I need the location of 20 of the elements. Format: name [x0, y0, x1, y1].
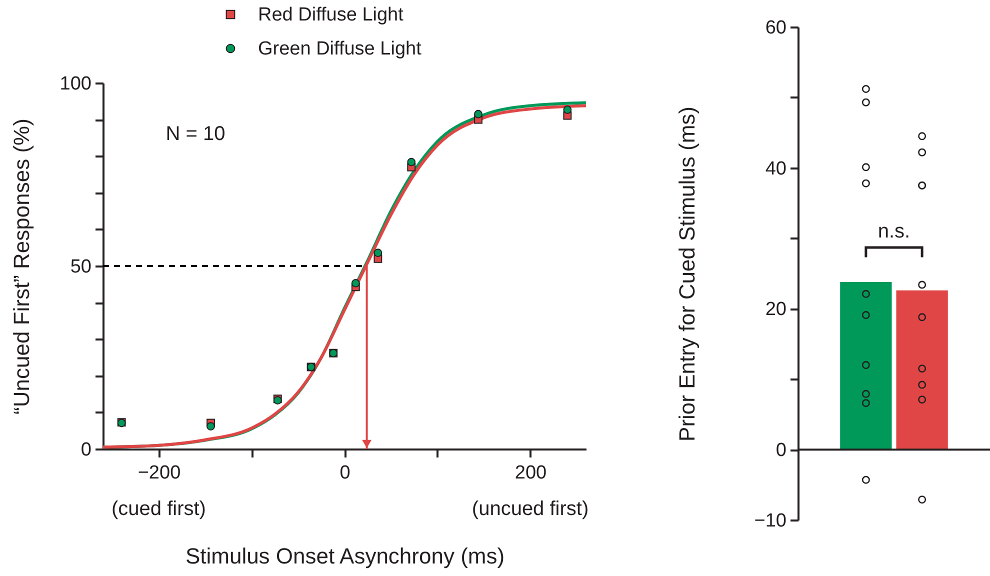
- text: (uncued first): [472, 498, 589, 520]
- x-tick-label: −200: [138, 462, 181, 484]
- x-tick-label: 0: [340, 462, 350, 484]
- y-tick-label: 0: [80, 440, 92, 460]
- legend-label: Red Diffuse Light: [258, 4, 404, 26]
- y-tick-label: −10: [754, 510, 786, 532]
- annotation: N = 10: [166, 123, 226, 146]
- y-axis-title: “Uncued First” Responses (%): [8, 118, 34, 414]
- text: (cued first): [111, 498, 206, 520]
- annotation: n.s.: [878, 220, 910, 242]
- y-tick-label: 40: [765, 158, 786, 180]
- y-axis-title: Prior Entry for Cued Stimulus (ms): [674, 106, 700, 442]
- y-tick-label: 60: [765, 18, 786, 38]
- y-tick-label: 0: [776, 440, 786, 462]
- y-tick-label: 100: [60, 74, 92, 94]
- x-axis-title: Stimulus Onset Asynchrony (ms): [185, 544, 505, 568]
- legend-label: Green Diffuse Light: [258, 38, 422, 60]
- x-tick-label: 200: [514, 462, 547, 484]
- y-tick-label: 50: [70, 256, 92, 278]
- y-tick-label: 20: [765, 299, 786, 320]
